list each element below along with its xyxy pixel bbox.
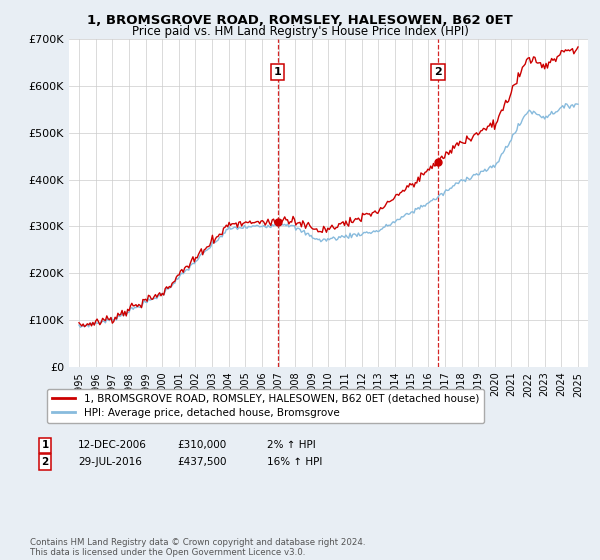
Text: Price paid vs. HM Land Registry's House Price Index (HPI): Price paid vs. HM Land Registry's House …: [131, 25, 469, 38]
Legend: 1, BROMSGROVE ROAD, ROMSLEY, HALESOWEN, B62 0ET (detached house), HPI: Average p: 1, BROMSGROVE ROAD, ROMSLEY, HALESOWEN, …: [47, 389, 484, 423]
Text: £437,500: £437,500: [177, 457, 227, 467]
Text: 2: 2: [434, 67, 442, 77]
Text: 12-DEC-2006: 12-DEC-2006: [78, 440, 147, 450]
Text: 1, BROMSGROVE ROAD, ROMSLEY, HALESOWEN, B62 0ET: 1, BROMSGROVE ROAD, ROMSLEY, HALESOWEN, …: [87, 14, 513, 27]
Text: 2% ↑ HPI: 2% ↑ HPI: [267, 440, 316, 450]
Text: 1: 1: [274, 67, 281, 77]
Text: 2: 2: [41, 457, 49, 467]
Text: Contains HM Land Registry data © Crown copyright and database right 2024.
This d: Contains HM Land Registry data © Crown c…: [30, 538, 365, 557]
Text: 29-JUL-2016: 29-JUL-2016: [78, 457, 142, 467]
Text: 1: 1: [41, 440, 49, 450]
Text: 16% ↑ HPI: 16% ↑ HPI: [267, 457, 322, 467]
Text: £310,000: £310,000: [177, 440, 226, 450]
